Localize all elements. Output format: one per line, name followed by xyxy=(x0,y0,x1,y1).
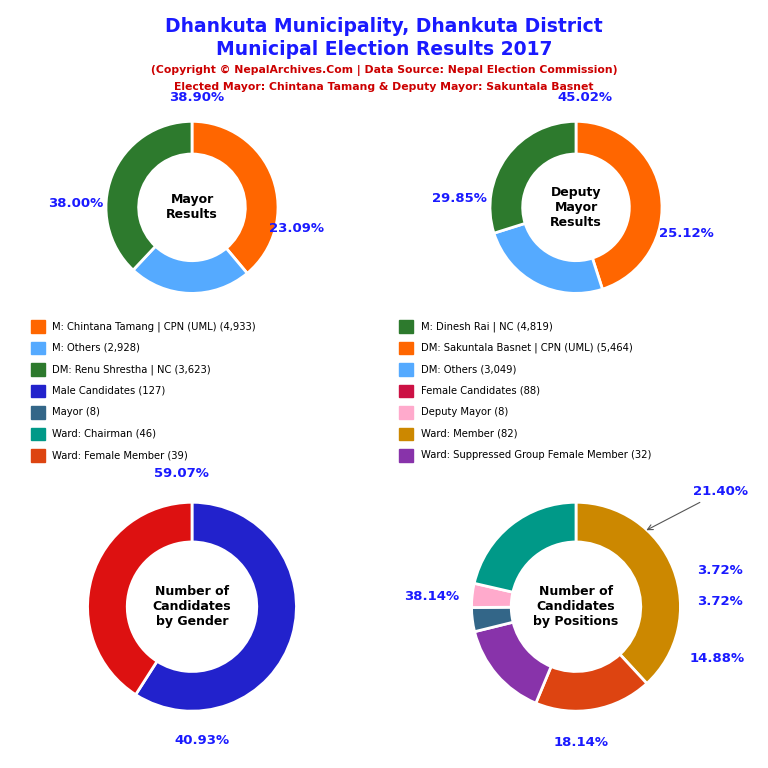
Text: 14.88%: 14.88% xyxy=(690,653,744,665)
Text: DM: Others (3,049): DM: Others (3,049) xyxy=(421,364,516,375)
Text: Deputy Mayor (8): Deputy Mayor (8) xyxy=(421,407,508,418)
Wedge shape xyxy=(494,223,602,293)
Wedge shape xyxy=(472,583,513,607)
Wedge shape xyxy=(536,654,647,711)
Text: 38.00%: 38.00% xyxy=(48,197,104,210)
Text: Female Candidates (88): Female Candidates (88) xyxy=(421,386,540,396)
Wedge shape xyxy=(106,121,192,270)
Text: Elected Mayor: Chintana Tamang & Deputy Mayor: Sakuntala Basnet: Elected Mayor: Chintana Tamang & Deputy … xyxy=(174,82,594,92)
Text: 21.40%: 21.40% xyxy=(647,485,747,530)
Text: Ward: Chairman (46): Ward: Chairman (46) xyxy=(52,429,156,439)
Wedge shape xyxy=(136,502,296,711)
Text: Ward: Suppressed Group Female Member (32): Ward: Suppressed Group Female Member (32… xyxy=(421,450,651,461)
Text: Deputy
Mayor
Results: Deputy Mayor Results xyxy=(550,186,602,229)
Text: Mayor
Results: Mayor Results xyxy=(166,194,218,221)
Text: 18.14%: 18.14% xyxy=(554,736,609,749)
Text: DM: Sakuntala Basnet | CPN (UML) (5,464): DM: Sakuntala Basnet | CPN (UML) (5,464) xyxy=(421,343,633,353)
Text: 45.02%: 45.02% xyxy=(557,91,612,104)
Wedge shape xyxy=(192,121,278,273)
Text: 3.72%: 3.72% xyxy=(697,595,743,608)
Text: Municipal Election Results 2017: Municipal Election Results 2017 xyxy=(216,40,552,59)
Wedge shape xyxy=(472,607,513,631)
Text: M: Chintana Tamang | CPN (UML) (4,933): M: Chintana Tamang | CPN (UML) (4,933) xyxy=(52,321,256,332)
Text: M: Others (2,928): M: Others (2,928) xyxy=(52,343,140,353)
Text: 25.12%: 25.12% xyxy=(659,227,713,240)
Text: Number of
Candidates
by Gender: Number of Candidates by Gender xyxy=(153,585,231,628)
Wedge shape xyxy=(474,502,576,592)
Text: (Copyright © NepalArchives.Com | Data Source: Nepal Election Commission): (Copyright © NepalArchives.Com | Data So… xyxy=(151,65,617,76)
Wedge shape xyxy=(576,121,662,290)
Text: 59.07%: 59.07% xyxy=(154,466,209,479)
Wedge shape xyxy=(576,502,680,684)
Text: 29.85%: 29.85% xyxy=(432,192,488,205)
Text: Number of
Candidates
by Positions: Number of Candidates by Positions xyxy=(533,585,619,628)
Text: 23.09%: 23.09% xyxy=(270,223,324,235)
Text: Ward: Member (82): Ward: Member (82) xyxy=(421,429,518,439)
Text: Dhankuta Municipality, Dhankuta District: Dhankuta Municipality, Dhankuta District xyxy=(165,17,603,36)
Wedge shape xyxy=(475,622,551,703)
Text: Mayor (8): Mayor (8) xyxy=(52,407,100,418)
Text: DM: Renu Shrestha | NC (3,623): DM: Renu Shrestha | NC (3,623) xyxy=(52,364,211,375)
Wedge shape xyxy=(490,121,576,233)
Wedge shape xyxy=(133,247,247,293)
Text: 3.72%: 3.72% xyxy=(697,564,743,577)
Text: 38.90%: 38.90% xyxy=(169,91,223,104)
Text: 38.14%: 38.14% xyxy=(404,590,459,603)
Text: Ward: Female Member (39): Ward: Female Member (39) xyxy=(52,450,188,461)
Wedge shape xyxy=(88,502,192,695)
Text: 40.93%: 40.93% xyxy=(175,734,230,747)
Text: Male Candidates (127): Male Candidates (127) xyxy=(52,386,165,396)
Text: M: Dinesh Rai | NC (4,819): M: Dinesh Rai | NC (4,819) xyxy=(421,321,553,332)
